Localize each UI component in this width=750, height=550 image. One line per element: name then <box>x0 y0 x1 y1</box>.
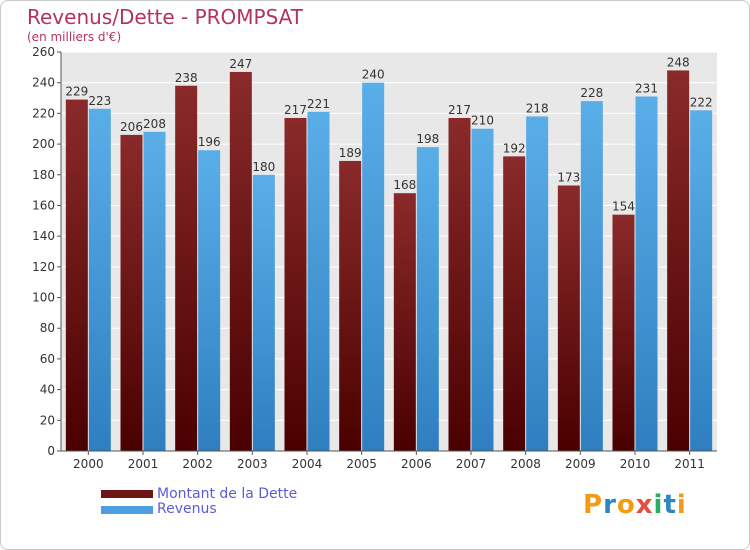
data-label-debt: 217 <box>448 103 471 117</box>
y-tick-label: 160 <box>32 198 55 212</box>
data-label-revenue: 221 <box>307 97 330 111</box>
logo-letter: i <box>676 490 687 520</box>
x-tick-label: 2000 <box>73 457 104 471</box>
bar-debt <box>339 160 362 451</box>
y-tick-label: 200 <box>32 137 55 151</box>
y-tick-label: 80 <box>40 321 55 335</box>
data-label-revenue: 210 <box>471 114 494 128</box>
data-label-revenue: 223 <box>88 94 111 108</box>
y-tick-label: 260 <box>32 45 55 59</box>
data-label-debt: 229 <box>65 85 88 99</box>
y-tick-label: 140 <box>32 229 55 243</box>
plot-area <box>61 52 717 451</box>
labels: 0204060801001201401601802002202402602292… <box>32 45 713 471</box>
bars <box>65 70 713 452</box>
logo-letter: x <box>635 490 654 520</box>
bar-revenue <box>580 101 603 451</box>
bar-revenue <box>143 131 166 452</box>
x-tick-label: 2003 <box>237 457 268 471</box>
bar-revenue <box>690 110 713 452</box>
bar-revenue <box>307 111 330 451</box>
y-tick-label: 20 <box>40 413 55 427</box>
bar-debt <box>503 156 526 451</box>
chart-subtitle: (en milliers d'€) <box>27 30 122 44</box>
bar-debt <box>120 134 143 451</box>
logo-letter: P <box>583 490 604 520</box>
x-tick-label: 2005 <box>346 457 377 471</box>
data-label-debt: 189 <box>339 146 362 160</box>
legend-swatch-revenue <box>101 506 153 514</box>
logo-letter: t <box>663 490 677 520</box>
logo-letter: o <box>616 490 636 520</box>
bar-debt <box>284 117 307 451</box>
data-label-debt: 192 <box>503 141 526 155</box>
bar-debt <box>229 71 252 451</box>
y-tick-label: 220 <box>32 106 55 120</box>
bar-revenue <box>198 150 221 451</box>
data-label-revenue: 228 <box>580 86 603 100</box>
y-tick-label: 100 <box>32 291 55 305</box>
x-tick-label: 2011 <box>674 457 705 471</box>
chart-title: Revenus/Dette - PROMPSAT <box>27 5 304 29</box>
data-label-revenue: 198 <box>416 132 439 146</box>
gridlines <box>61 51 717 452</box>
x-tick-label: 2008 <box>510 457 541 471</box>
bar-debt <box>557 185 580 451</box>
logo-letter: i <box>653 490 664 520</box>
data-label-debt: 206 <box>120 120 143 134</box>
data-label-revenue: 218 <box>526 101 549 115</box>
data-label-debt: 173 <box>557 171 580 185</box>
data-label-revenue: 231 <box>635 82 658 96</box>
bar-revenue <box>252 174 275 451</box>
data-label-revenue: 222 <box>690 95 713 109</box>
x-tick-label: 2010 <box>620 457 651 471</box>
logo-letter: r <box>603 490 617 520</box>
x-tick-label: 2006 <box>401 457 432 471</box>
x-tick-label: 2002 <box>182 457 213 471</box>
bar-debt <box>612 214 635 451</box>
data-label-revenue: 208 <box>143 117 166 131</box>
y-tick-label: 240 <box>32 76 55 90</box>
plot-background <box>61 52 717 451</box>
bar-debt <box>65 99 88 452</box>
data-label-revenue: 180 <box>252 160 275 174</box>
data-label-debt: 217 <box>284 103 307 117</box>
data-label-debt: 248 <box>667 55 690 69</box>
bar-revenue <box>416 147 439 451</box>
axes <box>57 51 717 455</box>
legend-label-debt: Montant de la Dette <box>157 486 298 502</box>
x-tick-label: 2007 <box>456 457 487 471</box>
legend-swatch-debt <box>101 490 153 498</box>
legend-label-revenue: Revenus <box>157 501 217 517</box>
y-tick-label: 40 <box>40 383 55 397</box>
y-tick-label: 60 <box>40 352 55 366</box>
x-tick-label: 2009 <box>565 457 596 471</box>
data-label-debt: 238 <box>175 71 198 85</box>
x-tick-label: 2004 <box>292 457 323 471</box>
bar-debt <box>393 193 416 451</box>
bar-revenue <box>362 82 385 451</box>
y-tick-label: 0 <box>47 444 55 458</box>
bar-revenue <box>88 108 111 452</box>
data-label-revenue: 240 <box>362 68 385 82</box>
y-tick-label: 120 <box>32 260 55 274</box>
bar-revenue <box>526 116 549 451</box>
data-label-revenue: 196 <box>198 135 221 149</box>
bar-revenue <box>635 96 658 451</box>
bar-revenue <box>471 128 494 451</box>
bar-debt <box>175 85 198 451</box>
data-label-debt: 154 <box>612 200 635 214</box>
data-label-debt: 168 <box>393 178 416 192</box>
data-label-debt: 247 <box>229 57 252 71</box>
bar-debt <box>448 117 471 451</box>
bar-debt <box>667 70 690 452</box>
x-tick-label: 2001 <box>128 457 159 471</box>
proxiti-logo: Proxiti <box>583 490 687 520</box>
y-tick-label: 180 <box>32 168 55 182</box>
